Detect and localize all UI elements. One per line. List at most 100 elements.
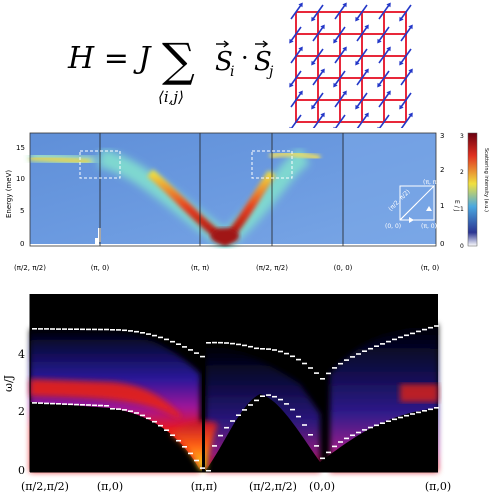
upper-boundary-dash: [356, 353, 361, 355]
spin-down-arrow: [355, 92, 368, 110]
lower-boundary-dash: [68, 403, 73, 406]
highlight-box-right: [251, 150, 293, 179]
lower-boundary-dash: [164, 429, 169, 431]
upper-boundary-dash: [392, 338, 397, 341]
highlight-box-left: [79, 150, 121, 179]
lower-boundary-dash: [434, 407, 439, 409]
upper-boundary-dash: [62, 328, 67, 330]
lower-boundary-dash: [356, 431, 361, 434]
upper-boundary-dash: [284, 352, 289, 355]
upper-boundary-dash: [404, 334, 409, 337]
upper-boundary-dash: [110, 329, 115, 331]
spin-down-arrow: [377, 26, 390, 44]
upper-boundary-dash: [224, 342, 229, 344]
lower-boundary-dash: [56, 403, 61, 405]
upper-boundary-dash: [422, 328, 427, 331]
lower-boundary-dash: [86, 404, 91, 406]
upper-boundary-dash: [314, 372, 319, 374]
lower-boundary-dash: [380, 422, 385, 424]
exp-ytick-0: 0: [20, 240, 24, 248]
spin-up-arrow: [356, 68, 369, 86]
upper-boundary-dash: [416, 330, 421, 333]
spin-down-arrow: [333, 114, 346, 128]
upper-boundary-dash: [248, 345, 253, 348]
experimental-spectrum-panel: (π, π) (π/2, π/2) (0, 0) (π, 0) Energy (…: [5, 132, 489, 272]
lower-boundary-dash: [404, 414, 409, 417]
upper-boundary-dash: [254, 347, 259, 350]
sum-symbol: ∑: [162, 33, 195, 87]
calc-xtick-origin: (0,0): [309, 480, 335, 493]
upper-boundary-dash: [74, 328, 79, 330]
lower-boundary-dash: [206, 470, 211, 472]
upper-boundary-dash: [326, 372, 331, 375]
colorbar: 0 1 2 3 Scattering intensity (a.u.): [460, 132, 489, 250]
lower-boundary-dash: [212, 445, 217, 447]
lower-boundary-dash: [62, 403, 67, 405]
upper-boundary-dash: [302, 362, 307, 365]
upper-boundary-dash: [344, 359, 349, 361]
lower-boundary-dash: [230, 420, 235, 422]
lower-boundary-dash: [74, 403, 79, 406]
upper-boundary-dash: [50, 328, 55, 330]
upper-boundary-dash: [188, 349, 193, 351]
spin-operator-j: S: [254, 47, 272, 77]
calc-xtick-pi-0-right: (π,0): [425, 480, 451, 493]
lower-boundary-dash: [332, 445, 337, 448]
lower-boundary-dash: [110, 408, 115, 410]
upper-boundary-dash: [206, 342, 211, 344]
spin-down-arrow: [377, 70, 390, 88]
lower-boundary-dash: [302, 424, 307, 426]
lower-boundary-dash: [416, 411, 421, 414]
lower-boundary-dash: [344, 437, 349, 440]
upper-boundary-dash: [80, 328, 85, 331]
spin-up-arrow: [334, 46, 347, 64]
lower-boundary-dash: [32, 402, 37, 404]
calculated-spectrum-panel: ω/J 0 2 4 (π/2,π/2) (π,0) (π,π) (π/2,π/2…: [2, 294, 451, 493]
spin-up-arrow: [378, 46, 391, 64]
upper-boundary-dash: [398, 336, 403, 339]
colorbar-label: Scattering intensity (a.u.): [483, 148, 489, 212]
calc-xtick-half-pi-left: (π/2,π/2): [21, 480, 69, 493]
upper-boundary-dash: [176, 343, 181, 345]
inset-label-pi-0: (π, 0): [421, 223, 437, 230]
hamiltonian-lhs: H = J: [67, 41, 152, 76]
spin-up-arrow: [312, 68, 325, 86]
upper-boundary-dash: [44, 328, 49, 330]
lower-boundary-dash: [314, 445, 319, 447]
spin-up-arrow: [290, 46, 303, 64]
exp-xtick-half-pi-left: (π/2, π/2): [14, 264, 46, 272]
spin-down-arrow: [289, 114, 302, 128]
experimental-map: [29, 132, 437, 252]
lower-boundary-dash: [248, 404, 253, 406]
exp-y-axis: Energy (meV) 0 5 10 15: [5, 144, 25, 248]
lower-boundary-dash: [218, 434, 223, 437]
calc-ytick-0: 0: [18, 464, 25, 477]
upper-boundary-dash: [38, 328, 43, 330]
colorbar-tick-3: 3: [460, 133, 464, 140]
upper-boundary-dash: [146, 333, 151, 335]
upper-boundary-dash: [380, 343, 385, 345]
inset-label-origin: (0, 0): [385, 223, 401, 230]
lower-boundary-dash: [92, 404, 97, 407]
spin-down-arrow: [377, 114, 390, 128]
calc-ytick-4: 4: [18, 348, 25, 361]
upper-boundary-dash: [290, 355, 295, 358]
inset-label-pi-pi: (π, π): [423, 179, 439, 186]
spin-down-arrow: [399, 48, 412, 66]
upper-boundary-dash: [338, 362, 343, 365]
spin-down-arrow: [333, 70, 346, 88]
upper-boundary-dash: [32, 328, 37, 330]
lower-boundary-dash: [176, 439, 181, 442]
lower-boundary-dash: [368, 426, 373, 429]
lower-boundary-dash: [362, 429, 367, 431]
colorbar-tick-2: 2: [460, 169, 464, 176]
spin-up-arrow: [400, 112, 413, 128]
lower-boundary-dash: [128, 410, 133, 412]
spin-down-arrow: [355, 48, 368, 66]
upper-boundary-dash: [104, 328, 109, 331]
upper-boundary-dash: [218, 341, 223, 344]
upper-boundary-dash: [260, 348, 265, 350]
calc-x-axis: (π/2,π/2) (π,0) (π,π) (π/2,π/2) (0,0) (π…: [21, 471, 451, 493]
lower-boundary-dash: [374, 424, 379, 427]
subscript-j: j: [266, 64, 274, 80]
